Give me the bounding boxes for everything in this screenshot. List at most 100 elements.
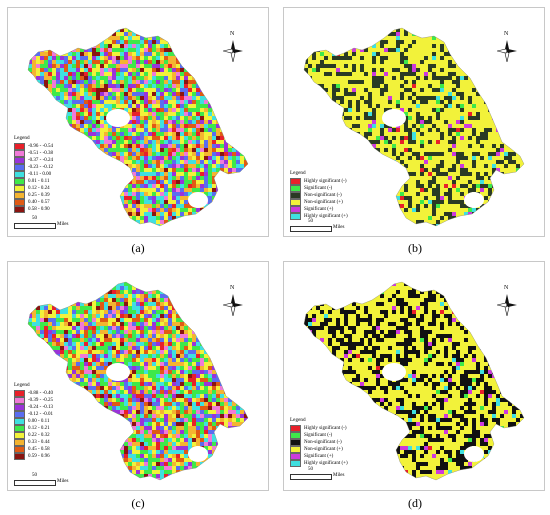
legend-label: Highly significant (-): [304, 426, 347, 431]
legend-label: 0.12 - 0.21: [28, 426, 50, 431]
caption-d: (d): [408, 496, 422, 510]
legend-swatch: [14, 446, 25, 453]
legend-swatch: [14, 185, 25, 192]
legend-swatch: [14, 390, 25, 397]
legend-swatch: [290, 446, 301, 453]
legend-item: Significant (+): [290, 453, 348, 460]
legend-item: -0.96 - -0.54: [14, 143, 53, 150]
legend-label: 0.12 - 0.24: [28, 186, 50, 191]
map-panel-a: N Legend -0.96 - -0.54 -0.51 - -0.38 -0.37…: [7, 7, 269, 237]
legend-item: 0.22 - 0.32: [14, 432, 53, 439]
choropleth-map: [27, 27, 249, 227]
legend-swatch: [14, 432, 25, 439]
legend-label: 0.58 - 0.90: [28, 207, 50, 212]
legend-label: Highly significant (+): [304, 214, 348, 219]
legend-swatch: [14, 143, 25, 150]
map-legend: Legend Highly significant (-) Significant…: [290, 417, 348, 467]
legend-item: 0.40 - 0.57: [14, 199, 53, 206]
legend-item: Non-significant (-): [290, 192, 348, 199]
legend-label: Significant (-): [304, 186, 333, 191]
legend-label: -0.23 - -0.12: [28, 165, 53, 170]
province-boundary: [27, 281, 249, 481]
legend-label: -0.51 - -0.38: [28, 151, 53, 156]
lake-area: [188, 446, 208, 462]
legend-label: -0.88 - -0.40: [28, 391, 53, 396]
legend-item: 0.25 - 0.39: [14, 192, 53, 199]
legend-swatch: [14, 150, 25, 157]
scale-number: 50: [32, 216, 37, 221]
legend-label: 0.45 - 0.58: [28, 447, 50, 452]
map-panel-d: N Legend Highly significant (-) Significa…: [283, 261, 545, 491]
legend-swatch: [14, 199, 25, 206]
lake-area: [106, 363, 130, 381]
legend-label: Non-significant (+): [304, 200, 343, 205]
legend-swatch: [290, 460, 301, 467]
caption-a: (a): [131, 241, 145, 255]
legend-item: 0.00 - 0.11: [14, 418, 53, 425]
lake-area: [464, 446, 484, 462]
legend-item: 0.33 - 0.44: [14, 439, 53, 446]
legend-title: Legend: [290, 170, 306, 176]
legend-item: -0.88 - -0.40: [14, 390, 53, 397]
legend-swatch: [14, 206, 25, 213]
caption-b: (b): [408, 241, 422, 255]
scale-number: 50: [32, 473, 37, 478]
legend-item: Highly significant (+): [290, 213, 348, 220]
legend-item: 0.12 - 0.24: [14, 185, 53, 192]
province-boundary: [303, 281, 525, 481]
legend-item: -0.39 - -0.25: [14, 397, 53, 404]
scale-bar-graphic: [290, 226, 332, 232]
legend-swatch: [290, 206, 301, 213]
province-boundary: [303, 27, 525, 227]
legend-label: Highly significant (+): [304, 461, 348, 466]
legend-item: -0.37 - -0.24: [14, 157, 53, 164]
legend-label: 0.00 - 0.11: [28, 419, 50, 424]
legend-item: -0.11 - 0.00: [14, 171, 53, 178]
legend-label: -0.11 - 0.00: [28, 172, 52, 177]
legend-label: Non-significant (+): [304, 447, 343, 452]
legend-item: -0.51 - -0.38: [14, 150, 53, 157]
legend-label: 0.01 - 0.11: [28, 179, 50, 184]
map-legend: Legend Highly significant (-) Significant…: [290, 170, 348, 220]
legend-swatch: [290, 213, 301, 220]
legend-swatch: [14, 157, 25, 164]
legend-swatch: [14, 439, 25, 446]
legend-label: 0.25 - 0.39: [28, 193, 50, 198]
legend-swatch: [290, 425, 301, 432]
legend-label: Non-significant (-): [304, 193, 342, 198]
legend-swatch: [290, 439, 301, 446]
legend-swatch: [290, 199, 301, 206]
scale-unit: Miles: [333, 225, 345, 230]
map-panel-c: N Legend -0.88 - -0.40 -0.39 - -0.25 -0.24…: [7, 261, 269, 491]
legend-swatch: [14, 178, 25, 185]
legend-label: Highly significant (-): [304, 179, 347, 184]
legend-label: Significant (-): [304, 433, 333, 438]
scale-unit: Miles: [57, 222, 69, 227]
legend-item: Non-significant (-): [290, 439, 348, 446]
legend-swatch: [290, 185, 301, 192]
legend-item: 0.12 - 0.21: [14, 425, 53, 432]
legend-swatch: [14, 397, 25, 404]
lake-area: [382, 109, 406, 127]
legend-item: 0.58 - 0.90: [14, 206, 53, 213]
map-panel-b: N Legend Highly significant (-) Significa…: [283, 7, 545, 237]
legend-swatch: [14, 411, 25, 418]
lake-area: [382, 363, 406, 381]
legend-item: -0.23 - -0.12: [14, 164, 53, 171]
legend-item: Significant (+): [290, 206, 348, 213]
scale-bar-graphic: [14, 480, 56, 486]
legend-label: 0.22 - 0.32: [28, 433, 50, 438]
legend-swatch: [290, 432, 301, 439]
legend-item: 0.01 - 0.11: [14, 178, 53, 185]
caption-c: (c): [131, 496, 145, 510]
legend-title: Legend: [14, 135, 30, 141]
scale-number: 50: [308, 219, 313, 224]
map-legend: Legend -0.96 - -0.54 -0.51 - -0.38 -0.37 -…: [14, 135, 53, 213]
legend-title: Legend: [290, 417, 306, 423]
scale-unit: Miles: [57, 479, 69, 484]
legend-label: -0.39 - -0.25: [28, 398, 53, 403]
legend-label: -0.24 - -0.13: [28, 405, 53, 410]
legend-label: Significant (+): [304, 207, 334, 212]
legend-item: Highly significant (+): [290, 460, 348, 467]
legend-swatch: [14, 171, 25, 178]
